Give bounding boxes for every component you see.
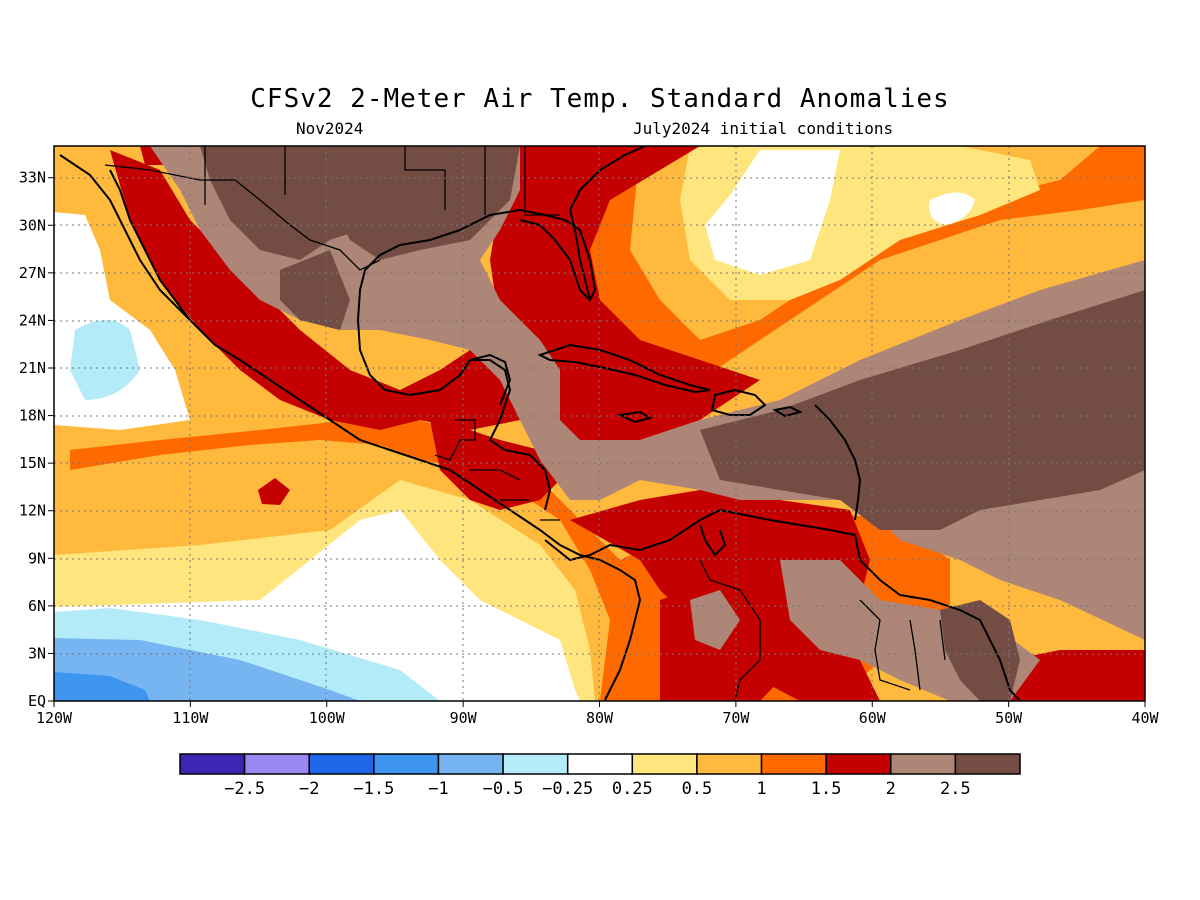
lat-tick-label: 9N [28, 549, 46, 567]
border-us-states [204, 146, 560, 216]
lat-tick-label: 3N [28, 644, 46, 662]
border-guatemala [434, 419, 476, 461]
initial-conditions: July2024 initial conditions [633, 119, 894, 138]
coast-gulf [356, 229, 552, 511]
colorbar-label: 0.5 [682, 779, 713, 799]
colorbar-label: 1.5 [811, 779, 842, 799]
colorbar-swatch [631, 753, 698, 775]
lat-tick-label: 18N [19, 407, 46, 425]
border-us-mexico [104, 164, 381, 271]
colorbar-swatch [760, 753, 827, 775]
lat-tick-label: 24N [19, 311, 46, 329]
field-pos-15-spot [258, 478, 290, 505]
lat-tick-label: 6N [28, 597, 46, 615]
field-pos-25-guyana [940, 600, 1020, 701]
lon-tick-label: 100W [309, 709, 346, 727]
field-pos-25-texas [330, 146, 520, 260]
field-pos-2-venezuela [690, 590, 740, 650]
lat-tick-label: 33N [19, 169, 46, 187]
lat-axis: EQ 3N 6N 9N 12N 15N 18N 21N 24N 27N 30N 33N [19, 169, 54, 710]
colorbar-swatch [243, 753, 310, 775]
lon-tick-label: 120W [36, 709, 73, 727]
colorbar-label: 0.25 [612, 779, 653, 799]
colorbar-swatch [373, 753, 440, 775]
field-pos-25-mexico-c [280, 250, 350, 330]
coast-hispaniola [710, 388, 767, 416]
border-colombia-venezuela [699, 559, 761, 701]
map-title: CFSv2 2-Meter Air Temp. Standard Anomali… [250, 84, 950, 114]
forecast-month: Nov2024 [296, 119, 364, 138]
lat-tick-label: 21N [19, 359, 46, 377]
colorbar-label: −2 [299, 779, 319, 799]
colorbar-label: 2.5 [940, 779, 971, 799]
lon-tick-label: 70W [722, 709, 750, 727]
colorbar-swatch [954, 753, 1021, 775]
colorbar-label: −0.25 [542, 779, 593, 799]
colorbar-swatch [437, 753, 504, 775]
lon-tick-label: 60W [859, 709, 887, 727]
colorbar-swatch [696, 753, 763, 775]
colorbar-swatch [308, 753, 375, 775]
colorbar-swatch [566, 753, 634, 775]
field-pos-15-ne-brazil [1010, 650, 1145, 701]
lon-tick-label: 110W [172, 709, 209, 727]
colorbar-label: 2 [886, 779, 896, 799]
graticule [54, 146, 1145, 701]
field-pos-1-pacific [70, 420, 640, 701]
colorbar-swatch [502, 753, 569, 775]
border-guyana-suriname [909, 619, 946, 691]
coast-cuba [537, 343, 711, 394]
colorbar-label: −2.5 [224, 779, 265, 799]
borders [104, 146, 946, 701]
colorbar-swatch [890, 753, 957, 775]
coast-baja [109, 169, 191, 321]
colorbar-label: −1.5 [353, 779, 394, 799]
colorbar-swatch [825, 753, 892, 775]
lon-tick-label: 50W [995, 709, 1023, 727]
lon-tick-label: 40W [1131, 709, 1159, 727]
border-central-am [470, 469, 560, 521]
field-neg025-west [70, 320, 140, 400]
coastlines [59, 146, 1021, 701]
lat-tick-label: 27N [19, 264, 46, 282]
coast-mexico-pacific [59, 154, 642, 701]
colorbar-swatch [179, 753, 246, 775]
lat-tick-label: 15N [19, 454, 46, 472]
lon-axis: 120W 110W 100W 90W 80W 70W 60W 50W 40W [36, 701, 1160, 727]
lat-tick-label: 12N [19, 502, 46, 520]
coast-us-gulf [459, 208, 597, 302]
lon-tick-label: 80W [586, 709, 614, 727]
coast-lesser-antilles [814, 404, 862, 521]
colorbar-label: −1 [428, 779, 448, 799]
field-pos-15-central-am [430, 420, 560, 510]
lon-tick-label: 90W [450, 709, 478, 727]
coast-puerto-rico [772, 405, 803, 418]
colorbar: −2.5 −2 −1.5 −1 −0.5 −0.25 0.25 0.5 1 1.5 2 2.5 [179, 753, 1021, 799]
field-neg1-sw [54, 672, 150, 701]
colorbar-label: 1 [756, 779, 766, 799]
coast-jamaica [616, 410, 653, 424]
field-neutral-atlantic-b [929, 192, 975, 225]
coast-maracaibo [699, 524, 727, 557]
colorbar-label: −0.5 [483, 779, 524, 799]
coast-south-america-n [544, 508, 1021, 701]
coast-yucatan [459, 353, 512, 406]
field-neutral-atlantic-a [705, 150, 840, 275]
coast-florida-east [568, 146, 646, 301]
lat-tick-label: EQ [28, 692, 46, 710]
lat-tick-label: 30N [19, 216, 46, 234]
border-venezuela-guyana [859, 599, 911, 691]
field-pos-25-atlantic [700, 290, 1145, 530]
